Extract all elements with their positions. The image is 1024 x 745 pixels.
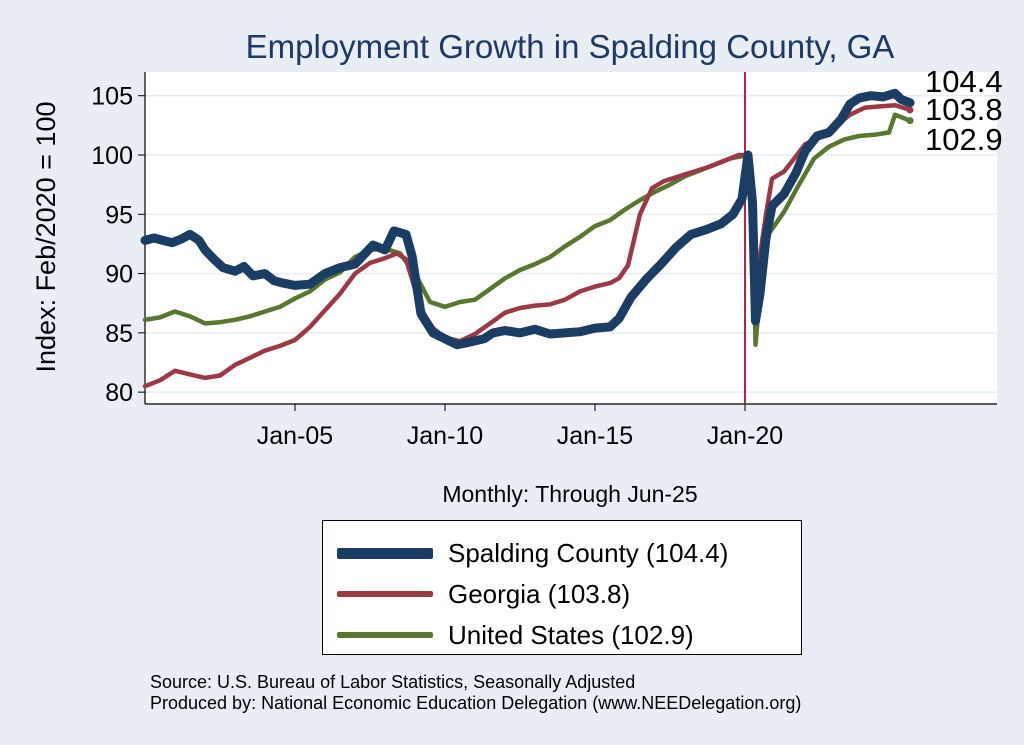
end-label-georgia: 103.8 (925, 92, 1003, 127)
y-tick-label-90: 90 (105, 261, 133, 289)
y-tick-label-85: 85 (105, 320, 133, 348)
y-tick-label-95: 95 (105, 201, 133, 229)
legend-swatch-us (337, 632, 433, 638)
plot-area (145, 72, 997, 404)
y-axis-label: Index: Feb/2020 = 100 (31, 102, 61, 373)
x-tick-label-Jan-05: Jan-05 (257, 422, 333, 450)
legend-swatch-georgia (337, 591, 433, 597)
legend-label-georgia: Georgia (103.8) (448, 578, 631, 609)
end-marker-georgia (906, 106, 914, 114)
legend-swatch-spalding (337, 547, 433, 559)
series-line-georgia (142, 102, 913, 389)
end-label-us: 102.9 (925, 122, 1003, 157)
legend-label-us: United States (102.9) (448, 619, 694, 650)
x-tick-label-Jan-10: Jan-10 (407, 422, 483, 450)
end-marker-us (906, 117, 914, 125)
series-line-us (142, 112, 913, 347)
source-note: Source: U.S. Bureau of Labor Statistics,… (150, 672, 801, 714)
legend: Spalding County (104.4) Georgia (103.8) … (322, 520, 802, 655)
series-line-spalding (140, 88, 915, 350)
chart-title: Employment Growth in Spalding County, GA (246, 28, 895, 65)
produced-by-line: Produced by: National Economic Education… (150, 693, 802, 713)
source-line: Source: U.S. Bureau of Labor Statistics,… (150, 672, 636, 692)
legend-label-spalding: Spalding County (104.4) (448, 537, 729, 568)
y-tick-label-105: 105 (91, 83, 133, 111)
end-marker-spalding (906, 99, 914, 107)
series-lines (140, 72, 915, 404)
y-tick-label-100: 100 (91, 142, 133, 170)
x-tick-label-Jan-20: Jan-20 (707, 422, 783, 450)
axes: 80 85 90 95 100 105 Jan-05 Jan-10 Jan-15 Jan-20 (91, 72, 997, 450)
end-label-spalding: 104.4 (925, 64, 1003, 99)
plot-background (145, 72, 997, 404)
x-axis-label: Monthly: Through Jun-25 (442, 481, 697, 507)
x-tick-label-Jan-15: Jan-15 (557, 422, 633, 450)
y-tick-label-80: 80 (105, 379, 133, 407)
